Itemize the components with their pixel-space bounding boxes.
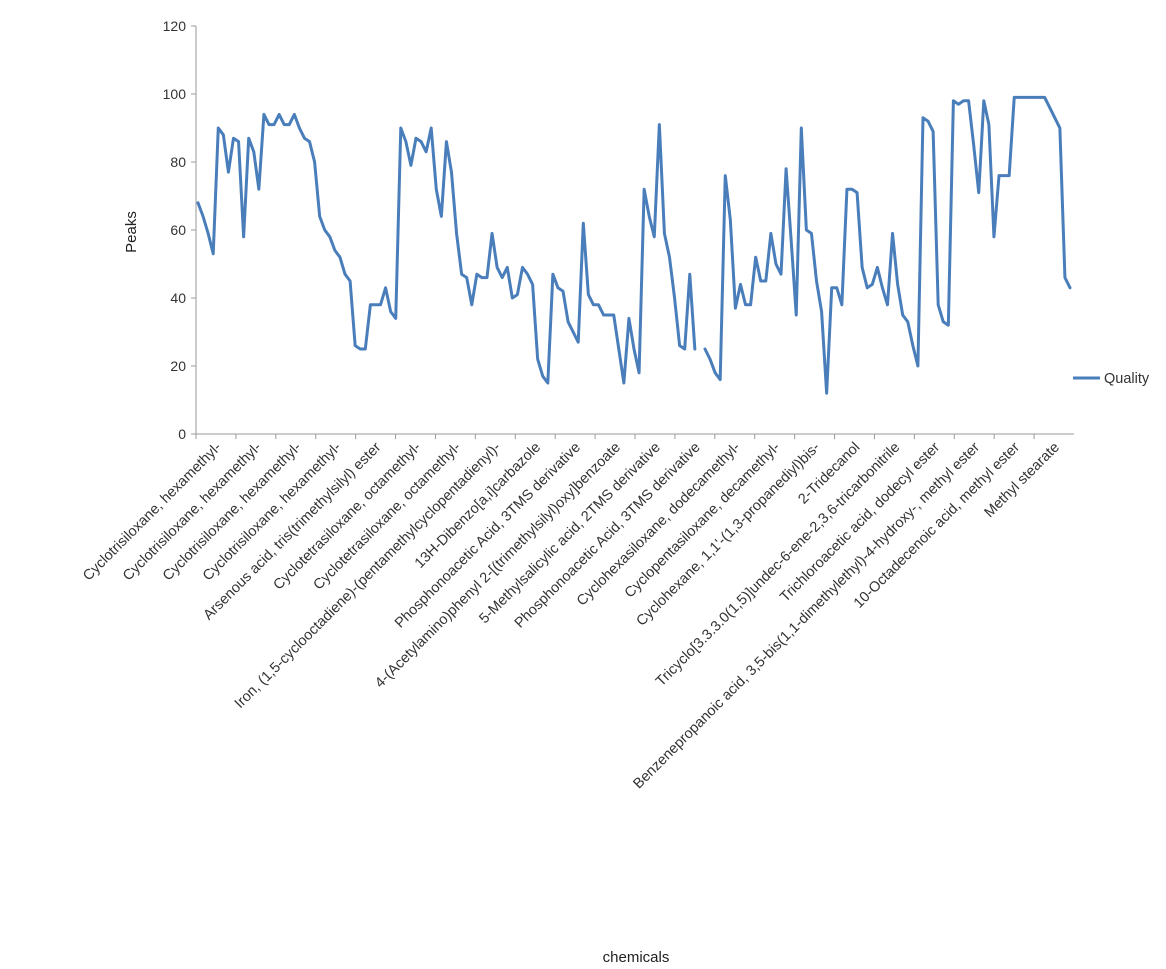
y-tick-label: 20	[170, 358, 186, 374]
series-quality	[196, 95, 1072, 395]
y-tick-label: 0	[178, 426, 186, 442]
y-tick-label: 120	[163, 18, 187, 34]
y-tick-label: 80	[170, 154, 186, 170]
y-tick-label: 100	[163, 86, 187, 102]
x-category-label: Cyclohexane, 1,1'-(1,3-propanediyl)bis-	[633, 439, 823, 629]
y-axis-ticks: 0 20 40 60 80 100 120	[163, 18, 196, 442]
y-axis-title: Peaks	[123, 211, 140, 253]
legend: Quality	[1073, 371, 1150, 387]
x-axis-title: chemicals	[603, 949, 670, 966]
x-category-label: Methyl stearate	[981, 440, 1062, 521]
legend-label-quality: Quality	[1104, 371, 1150, 387]
y-tick-label: 40	[170, 290, 186, 306]
x-category-label: Cyclotetrasiloxane, octamethyl-	[271, 439, 425, 593]
x-axis-category-labels: Cyclotrisiloxane, hexamethyl-Cyclotrisil…	[80, 434, 1063, 792]
y-tick-label: 60	[170, 222, 186, 238]
series-line-quality	[196, 95, 1072, 395]
